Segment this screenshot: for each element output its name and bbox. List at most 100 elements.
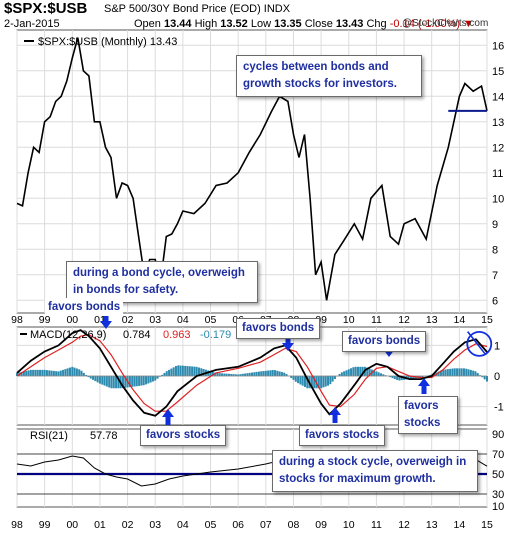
macd-histogram-bar (262, 371, 265, 376)
price-y-tick-label: 14 (492, 91, 504, 103)
instrument-name: S&P 500/30Y Bond Price (EOD) (104, 3, 261, 15)
macd-histogram-bar (467, 369, 470, 376)
macd-histogram-bar (303, 376, 306, 387)
macd-histogram-bar (481, 376, 484, 378)
macd-histogram-bar (57, 371, 60, 376)
down-triangle-icon: ▼ (463, 18, 474, 30)
macd-histogram-bar (474, 371, 477, 376)
macd-histogram-bar (253, 372, 256, 376)
macd-histogram-bar (25, 370, 28, 376)
macd-histogram-bar (301, 376, 304, 386)
macd-histogram-bar (34, 369, 37, 376)
macd-histogram-bar (133, 376, 136, 387)
low-label: Low (250, 18, 272, 30)
macd-histogram-bar (352, 367, 355, 376)
price-y-tick-label: 16 (492, 40, 504, 52)
macd-histogram-bar (198, 367, 201, 376)
macd-histogram-bar (322, 376, 325, 388)
macd-histogram-bar (149, 376, 152, 383)
price-x-tick-label: 09 (315, 314, 327, 326)
macd-histogram-bar (280, 372, 283, 376)
macd-histogram-bar (465, 368, 468, 376)
macd-histogram-bar (174, 366, 177, 376)
macd-histogram-bar (128, 376, 131, 388)
macd-histogram-bar (356, 366, 359, 376)
macd-histogram-bar (105, 376, 108, 387)
macd-histogram-bar (241, 373, 244, 376)
macd-histogram-bar (221, 373, 224, 376)
macd-histogram-bar (89, 376, 92, 379)
macd-histogram-bar (154, 376, 157, 381)
macd-histogram-bar (264, 370, 267, 376)
macd-histogram-bar (469, 370, 472, 376)
macd-histogram-bar (313, 376, 316, 389)
open-label: Open (134, 18, 161, 30)
macd-histogram-bar (375, 371, 378, 376)
rsi-x-tick-label: 12 (398, 519, 410, 531)
macd-histogram-bar (382, 374, 385, 376)
open-value: 13.44 (163, 18, 192, 30)
macd-histogram-bar (257, 371, 260, 376)
macd-histogram-bar (140, 376, 143, 386)
macd-histogram-bar (168, 369, 171, 376)
macd-histogram-bar (267, 370, 270, 376)
macd-histogram-bar (283, 372, 286, 376)
macd-histogram-bar (299, 376, 302, 385)
rsi-x-tick-label: 09 (315, 519, 327, 531)
macd-histogram-bar (260, 371, 263, 376)
macd-histogram-bar (377, 372, 380, 376)
macd-histogram-bar (103, 376, 106, 386)
macd-histogram-bar (92, 376, 95, 380)
macd-histogram-bar (246, 373, 249, 376)
macd-histogram-bar (214, 372, 217, 376)
macd-histogram-bar (347, 369, 350, 376)
macd-histogram-bar (446, 369, 449, 376)
price-y-tick-label: 12 (492, 142, 504, 154)
high-label: High (194, 18, 218, 30)
rsi-x-tick-label: 04 (177, 519, 189, 531)
price-y-tick-label: 6 (492, 295, 498, 307)
macd-histogram-bar (191, 366, 194, 376)
macd-histogram-bar (449, 368, 452, 376)
macd-histogram-bar (320, 376, 323, 389)
macd-histogram-bar (170, 368, 173, 376)
macd-histogram-bar (115, 376, 118, 389)
rsi-x-tick-label: 05 (205, 519, 217, 531)
macd-histogram-bar (324, 376, 327, 387)
macd-histogram-bar (64, 369, 67, 376)
macd-histogram-bar (460, 368, 463, 376)
macd-histogram-bar (39, 369, 42, 376)
price-x-tick-label: 00 (66, 314, 78, 326)
macd-line (16, 329, 488, 417)
rsi-x-tick-label: 06 (232, 519, 244, 531)
price-x-tick-label: 13 (426, 314, 438, 326)
macd-histogram-bar (271, 370, 274, 376)
macd-histogram-bar (393, 376, 396, 380)
price-x-tick-label: 98 (11, 314, 23, 326)
favors-bonds-label-2012: favors bonds (342, 331, 427, 352)
macd-histogram-bar (16, 372, 18, 376)
low-value: 13.35 (274, 18, 302, 30)
macd-histogram-bar (297, 376, 300, 384)
macd-histogram-bar (340, 372, 343, 376)
macd-histogram-bar (407, 376, 410, 380)
macd-histogram-bar (483, 376, 486, 380)
price-x-tick-label: 05 (205, 314, 217, 326)
price-x-tick-label: 12 (398, 314, 410, 326)
macd-histogram-bar (227, 373, 230, 376)
macd-histogram-bar (85, 374, 88, 376)
macd-histogram-bar (239, 374, 242, 376)
macd-histogram-bar (151, 376, 154, 382)
macd-histogram-bar (41, 369, 44, 376)
rsi-legend-label: RSI(21) (30, 430, 68, 442)
macd-histogram-bar (179, 365, 182, 376)
macd-histogram-bar (412, 376, 415, 379)
rsi-x-tick-label: 02 (122, 519, 134, 531)
rsi-x-tick-label: 13 (426, 519, 438, 531)
price-y-tick-label: 15 (492, 66, 504, 78)
macd-histogram-bar (66, 368, 69, 376)
macd-histogram-bar (50, 370, 53, 376)
cycles-callout: cycles between bonds and growth stocks f… (236, 55, 422, 97)
macd-histogram-bar (202, 369, 205, 376)
